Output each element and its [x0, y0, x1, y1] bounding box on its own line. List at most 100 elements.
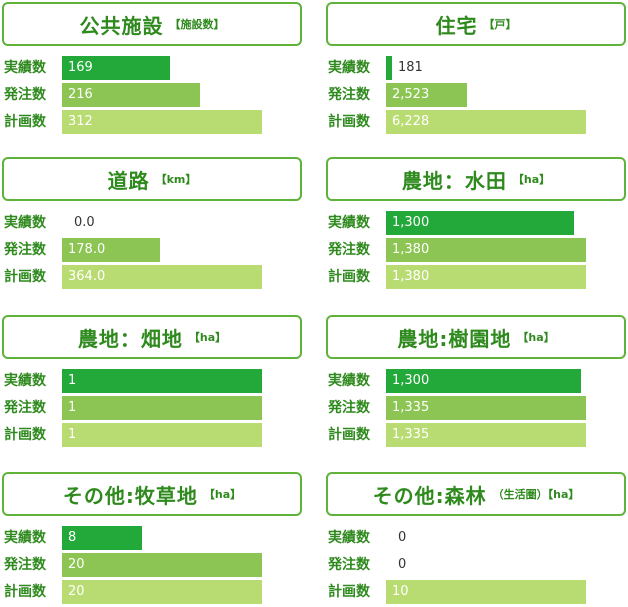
chart-unit: 【ha】: [517, 331, 555, 344]
bar-row-ordered: 発注数 1,380: [326, 238, 626, 262]
bar-row-planned: 計画数 10: [326, 580, 626, 604]
category-label: 実績数: [4, 530, 46, 546]
category-label: 発注数: [4, 87, 46, 103]
chart-title-box: その他:森林 （生活圏）【ha】: [326, 472, 626, 516]
bar-value-label: 1,300: [392, 215, 430, 230]
chart-unit: 【km】: [155, 173, 197, 186]
bar-value-label: 312: [68, 114, 93, 129]
bar-value-label: 1,380: [392, 242, 430, 257]
category-label: 発注数: [4, 557, 46, 573]
bar-row-actual: 実績数 1,300: [326, 211, 626, 235]
bar-row-ordered: 発注数 216: [2, 83, 302, 107]
bar-actual: [62, 369, 262, 393]
bar-row-ordered: 発注数 1: [2, 396, 302, 420]
chart-title-box: 道路 【km】: [2, 157, 302, 201]
bar-row-ordered: 発注数 20: [2, 553, 302, 577]
bar-actual: [386, 369, 581, 393]
bar-ordered: [62, 83, 200, 107]
category-label: 発注数: [328, 87, 370, 103]
bar-row-ordered: 発注数 1,335: [326, 396, 626, 420]
category-label: 発注数: [328, 242, 370, 258]
bar-row-actual: 実績数 0.0: [2, 211, 302, 235]
bar-value-label: 0: [398, 557, 407, 572]
category-label: 計画数: [328, 427, 370, 443]
chart-panel-2: 道路 【km】実績数 0.0 発注数 178.0 計画数 364.0: [2, 157, 302, 292]
chart-panel-3: 農地：水田 【ha】 実績数 1,300 発注数 1,380 計画数 1,380: [326, 157, 626, 292]
category-label: 発注数: [328, 400, 370, 416]
category-label: 実績数: [328, 215, 370, 231]
bar-row-actual: 実績数 1,300: [326, 369, 626, 393]
bar-actual: [386, 211, 574, 235]
chart-title-box: その他:牧草地 【ha】: [2, 472, 302, 516]
bar-ordered: [386, 238, 586, 262]
category-label: 発注数: [4, 242, 46, 258]
category-label: 実績数: [328, 373, 370, 389]
bar-planned: [62, 265, 262, 289]
bar-row-actual: 実績数 0: [326, 526, 626, 550]
chart-title: 農地:樹園地: [397, 326, 512, 351]
bar-value-label: 181: [398, 60, 423, 75]
bar-row-ordered: 発注数 2,523: [326, 83, 626, 107]
chart-title-box: 公共施設 【施設数】: [2, 2, 302, 46]
bar-ordered: [62, 396, 262, 420]
bar-row-actual: 実績数 8: [2, 526, 302, 550]
bar-planned: [62, 110, 262, 134]
chart-panel-1: 住宅 【戸】実績数 181 発注数 2,523 計画数 6,228: [326, 2, 626, 137]
category-label: 計画数: [4, 584, 46, 600]
chart-title-box: 住宅 【戸】: [326, 2, 626, 46]
bar-value-label: 178.0: [68, 242, 106, 257]
bar-value-label: 20: [68, 584, 85, 599]
bar-value-label: 1,380: [392, 269, 430, 284]
bar-row-planned: 計画数 312: [2, 110, 302, 134]
bar-planned: [62, 580, 262, 604]
bar-value-label: 1: [68, 373, 77, 388]
bar-row-ordered: 発注数 0: [326, 553, 626, 577]
bar-planned: [386, 423, 586, 447]
chart-title: 公共施設: [79, 13, 164, 38]
category-label: 発注数: [328, 557, 370, 573]
bar-actual: [62, 526, 142, 550]
bar-row-planned: 計画数 1: [2, 423, 302, 447]
bar-row-planned: 計画数 6,228: [326, 110, 626, 134]
chart-title-box: 農地：畑地 【ha】: [2, 315, 302, 359]
bar-row-actual: 実績数 181: [326, 56, 626, 80]
bar-value-label: 1,300: [392, 373, 430, 388]
chart-title: 農地：水田: [401, 168, 507, 193]
bar-value-label: 6,228: [392, 114, 430, 129]
category-label: 実績数: [4, 215, 46, 231]
bar-value-label: 1,335: [392, 400, 430, 415]
category-label: 実績数: [328, 530, 370, 546]
bar-value-label: 10: [392, 584, 409, 599]
chart-unit: （生活圏）【ha】: [492, 488, 580, 501]
bar-planned: [386, 265, 586, 289]
chart-unit: 【戸】: [483, 18, 517, 31]
bar-value-label: 364.0: [68, 269, 106, 284]
category-label: 発注数: [4, 400, 46, 416]
bar-planned: [62, 423, 262, 447]
bar-row-planned: 計画数 1,335: [326, 423, 626, 447]
bar-value-label: 0.0: [74, 215, 95, 230]
bar-value-label: 1: [68, 400, 77, 415]
chart-panel-5: 農地:樹園地 【ha】実績数 1,300 発注数 1,335 計画数 1,335: [326, 315, 626, 450]
chart-panel-4: 農地：畑地 【ha】 実績数 1 発注数 1 計画数 1: [2, 315, 302, 450]
bar-row-planned: 計画数 364.0: [2, 265, 302, 289]
category-label: 計画数: [4, 114, 46, 130]
bar-row-ordered: 発注数 178.0: [2, 238, 302, 262]
category-label: 計画数: [4, 427, 46, 443]
bar-ordered: [62, 553, 262, 577]
bar-value-label: 0: [398, 530, 407, 545]
bar-value-label: 1,335: [392, 427, 430, 442]
chart-panel-0: 公共施設 【施設数】 実績数 169 発注数 216 計画数 312: [2, 2, 302, 137]
category-label: 実績数: [4, 60, 46, 76]
bar-ordered: [386, 396, 586, 420]
bar-ordered: [386, 83, 467, 107]
bar-planned: [386, 110, 586, 134]
bar-value-label: 8: [68, 530, 77, 545]
bar-value-label: 2,523: [392, 87, 430, 102]
chart-title: その他:牧草地: [62, 483, 198, 508]
chart-title: 住宅: [435, 13, 478, 38]
bar-row-planned: 計画数 20: [2, 580, 302, 604]
category-label: 計画数: [4, 269, 46, 285]
bar-ordered: [62, 238, 160, 262]
bar-actual: [62, 56, 170, 80]
